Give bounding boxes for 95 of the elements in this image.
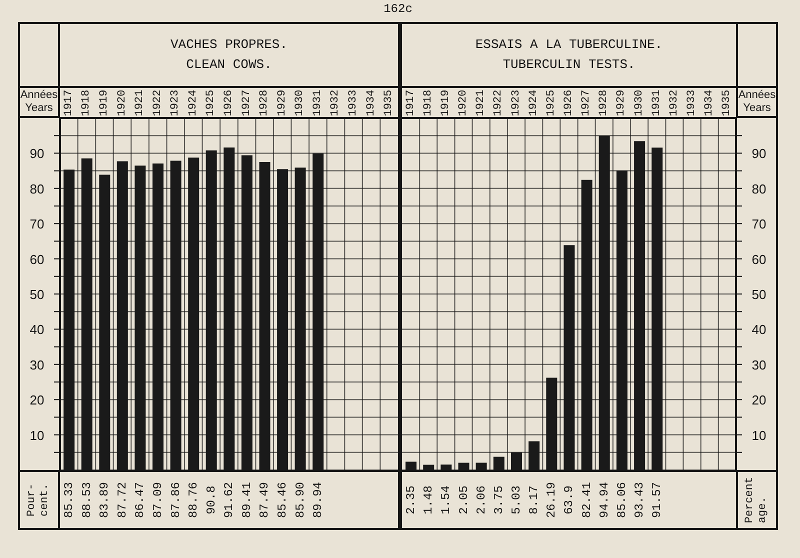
- x-tick-label: 1917: [62, 90, 75, 116]
- x-tick-label: 1931: [650, 89, 663, 116]
- data-label: 85.33: [62, 482, 76, 518]
- chart-title: VACHES PROPRES.: [170, 37, 288, 52]
- x-tick-label: 1926: [563, 90, 575, 116]
- text: 162c: [384, 2, 412, 16]
- y-tick-label: 30: [30, 356, 44, 372]
- x-tick-label: 1929: [276, 90, 288, 116]
- y-tick-label: 50: [752, 286, 766, 302]
- x-tick-label: 1920: [116, 90, 128, 116]
- data-label: 94.94: [597, 482, 612, 518]
- chart-subtitle: TUBERCULIN TESTS.: [502, 57, 636, 72]
- x-tick-label: 1933: [348, 90, 360, 116]
- x-tick-label: 1920: [458, 90, 470, 116]
- x-axis-title: Années Years: [738, 89, 776, 114]
- y-tick-label: 40: [752, 322, 766, 337]
- y-axis-title: Pour- cent.: [26, 483, 51, 517]
- data-label: 87.09: [151, 482, 166, 518]
- y-tick-label: 70: [30, 216, 44, 232]
- data-label: 90.8: [204, 486, 218, 514]
- data-label: 86.47: [133, 482, 148, 518]
- y-tick-label: 40: [30, 322, 44, 337]
- y-tick-label: 90: [30, 146, 44, 161]
- data-label: 63.9: [562, 486, 576, 514]
- y-axis-title: Percent age.: [744, 476, 769, 524]
- chart-title: ESSAIS A LA TUBERCULINE.: [475, 37, 663, 52]
- x-tick-label: 1918: [80, 90, 93, 116]
- y-tick-label: 10: [752, 427, 766, 442]
- y-tick-label: 50: [30, 286, 44, 302]
- x-tick-label: 1933: [686, 90, 698, 116]
- x-tick-label: 1922: [152, 90, 164, 116]
- data-label: 85.46: [276, 482, 290, 518]
- x-tick-label: 1928: [598, 90, 610, 116]
- data-label: 87.49: [258, 482, 272, 518]
- x-tick-label: 1922: [492, 90, 505, 116]
- x-tick-label: 1935: [383, 90, 396, 116]
- x-tick-label: 1928: [258, 90, 271, 116]
- x-axis-title: Années Years: [20, 89, 58, 114]
- data-label: 26.19: [544, 482, 559, 518]
- data-label: 82.41: [580, 482, 594, 518]
- x-tick-label: 1931: [312, 89, 324, 116]
- data-label: 89.94: [311, 482, 326, 518]
- x-tick-label: 1921: [134, 89, 146, 116]
- y-tick-label: 80: [30, 180, 44, 196]
- data-label: 83.89: [98, 482, 112, 518]
- y-tick-label: 20: [30, 392, 44, 408]
- x-tick-label: 1925: [205, 90, 218, 116]
- y-tick-label: 80: [752, 180, 766, 196]
- x-tick-label: 1930: [294, 90, 306, 116]
- x-tick-label: 1923: [170, 90, 182, 116]
- data-label: 1.54: [439, 486, 454, 514]
- x-tick-label: 1934: [704, 89, 716, 116]
- data-label: 88.76: [186, 482, 201, 518]
- x-tick-label: 1918: [422, 90, 434, 116]
- data-label: 85.06: [614, 482, 629, 518]
- x-tick-label: 1921: [475, 89, 488, 116]
- chart-subtitle: CLEAN COWS.: [186, 57, 272, 72]
- y-tick-label: 30: [752, 356, 766, 372]
- data-label: 93.43: [632, 482, 647, 518]
- x-tick-label: 1923: [510, 90, 522, 116]
- y-tick-label: 60: [752, 251, 766, 266]
- data-label: 2.05: [456, 486, 471, 514]
- x-tick-label: 1927: [240, 90, 253, 116]
- x-tick-label: 1924: [187, 89, 200, 116]
- data-label: 87.72: [115, 482, 130, 518]
- y-tick-label: 20: [752, 392, 766, 408]
- x-tick-label: 1930: [633, 90, 646, 116]
- data-label: 2.06: [474, 486, 488, 514]
- x-tick-label: 1935: [721, 90, 734, 116]
- x-tick-label: 1929: [616, 90, 628, 116]
- x-tick-label: 1934: [365, 89, 378, 116]
- y-tick-label: 90: [752, 146, 766, 161]
- x-tick-label: 1932: [330, 90, 342, 116]
- y-tick-label: 70: [752, 216, 766, 232]
- data-label: 91.62: [222, 482, 236, 518]
- data-label: 5.03: [509, 486, 524, 514]
- x-tick-label: 1917: [404, 90, 417, 116]
- data-label: 87.86: [168, 482, 183, 518]
- data-label: 89.41: [240, 482, 254, 518]
- data-label: 3.75: [492, 486, 506, 514]
- x-tick-label: 1932: [668, 90, 680, 116]
- x-tick-label: 1919: [98, 90, 110, 116]
- data-label: 91.57: [650, 482, 664, 518]
- y-tick-label: 10: [30, 427, 44, 442]
- y-tick-label: 60: [30, 251, 44, 266]
- x-tick-label: 1926: [223, 90, 235, 116]
- x-tick-label: 1927: [580, 90, 593, 116]
- data-label: 8.17: [527, 486, 542, 514]
- data-label: 85.90: [293, 482, 308, 518]
- data-label: 2.35: [404, 486, 418, 514]
- data-label: 88.53: [80, 482, 94, 518]
- data-label: 1.48: [422, 486, 436, 514]
- x-tick-label: 1919: [440, 90, 452, 116]
- x-tick-label: 1924: [528, 89, 540, 116]
- x-tick-label: 1925: [545, 90, 558, 116]
